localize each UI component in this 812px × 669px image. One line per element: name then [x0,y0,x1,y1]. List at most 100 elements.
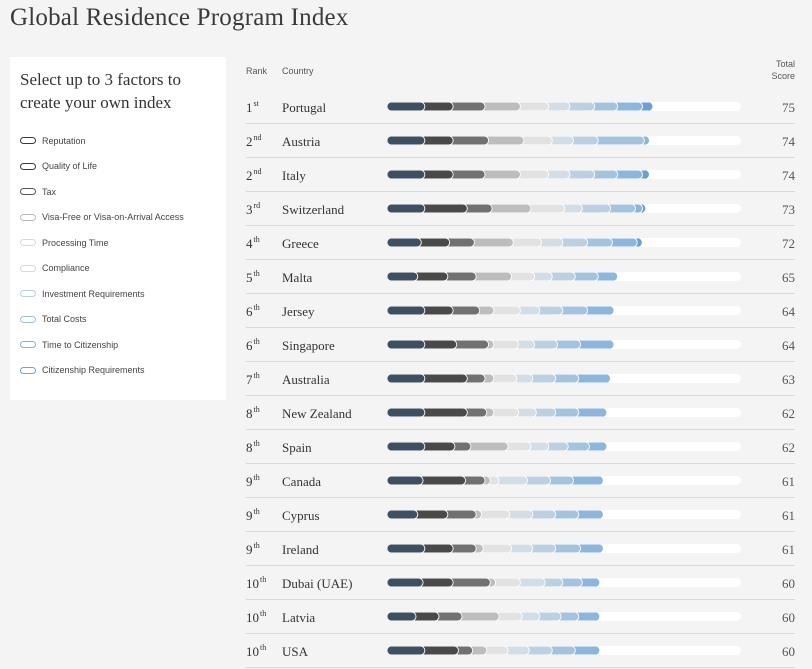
table-row[interactable]: 1st Portugal 75 [246,90,795,124]
rank-number: 6 [246,304,253,319]
bar-segment[interactable] [387,476,424,485]
panel-heading: Select up to 3 factors to create your ow… [20,70,181,112]
factor-panel: Select up to 3 factors to create your ow… [10,57,226,400]
factor-label: Visa-Free or Visa-on-Arrival Access [42,212,184,223]
table-row[interactable]: 6th Jersey 64 [246,294,795,328]
table-row[interactable]: 10th Latvia 60 [246,600,795,634]
bar-segment[interactable] [455,612,500,621]
bar-segment[interactable] [464,442,509,451]
rank-label: 6th [246,303,260,320]
table-row[interactable]: 7th Australia 63 [246,362,795,396]
table-row[interactable]: 8th New Zealand 62 [246,396,795,430]
stacked-bar [387,374,616,383]
factor-toggle[interactable]: Total Costs [20,307,226,333]
total-score: 63 [782,372,795,387]
factor-toggle[interactable]: Quality of Life [20,154,226,180]
bar-segment[interactable] [418,408,468,417]
rank-number: 10 [246,610,259,625]
factor-toggle[interactable]: Citizenship Requirements [20,358,226,384]
bar-segment[interactable] [467,238,514,247]
toggle-switch-icon[interactable] [20,188,36,196]
bar-segment[interactable] [387,102,426,111]
table-row[interactable]: 9th Canada 61 [246,464,795,498]
bar-segment[interactable] [574,340,620,349]
rank-number: 9 [246,508,253,523]
bar-segment[interactable] [387,340,426,349]
total-score: 60 [782,610,795,625]
table-row[interactable]: 10th Dubai (UAE) 60 [246,566,795,600]
table-row[interactable]: 2nd Italy 74 [246,158,795,192]
total-score: 75 [782,100,795,115]
factor-toggle[interactable]: Reputation [20,128,226,154]
bar-segment[interactable] [387,544,426,553]
toggle-switch-icon[interactable] [20,315,36,323]
country-name: Singapore [282,338,335,353]
rank-label: 4th [246,235,260,252]
bar-segment[interactable] [387,204,426,213]
bar-segment[interactable] [387,306,426,315]
rank-suffix: th [253,235,260,244]
bar-segment[interactable] [387,272,419,281]
toggle-switch-icon[interactable] [20,264,36,272]
toggle-switch-icon[interactable] [20,290,36,298]
rank-label: 9th [246,473,260,490]
rank-suffix: th [260,575,267,584]
rank-number: 4 [246,236,253,251]
factor-toggle[interactable]: Processing Time [20,230,226,256]
bar-segment[interactable] [418,204,468,213]
bar-segment[interactable] [387,646,426,655]
table-row[interactable]: 4th Greece 72 [246,226,795,260]
rank-suffix: th [253,303,260,312]
rank-label: 5th [246,269,260,286]
table-row[interactable]: 5th Malta 65 [246,260,795,294]
table-row[interactable]: 2nd Austria 74 [246,124,795,158]
toggle-switch-icon[interactable] [20,366,36,374]
bar-segment[interactable] [387,374,426,383]
toggle-switch-icon[interactable] [20,162,36,170]
table-row[interactable]: 10th USA 60 [246,634,795,668]
bar-segment[interactable] [416,476,467,485]
total-score: 61 [782,474,795,489]
stacked-bar [387,340,620,349]
table-row[interactable]: 9th Cyprus 61 [246,498,795,532]
bar-segment[interactable] [387,442,426,451]
table-row[interactable]: 3rd Switzerland 73 [246,192,795,226]
table-row[interactable]: 9th Ireland 61 [246,532,795,566]
bar-segment[interactable] [387,578,424,587]
score-bar-track [387,238,741,247]
bar-segment[interactable] [387,238,422,247]
factor-toggle[interactable]: Investment Requirements [20,281,226,307]
score-bar-track [387,646,741,655]
bar-segment[interactable] [446,578,491,587]
bar-segment[interactable] [387,170,426,179]
rank-label: 7th [246,371,260,388]
score-bar-track [387,510,741,519]
bar-segment[interactable] [572,374,616,383]
score-bar-track [387,102,741,111]
table-row[interactable]: 8th Spain 62 [246,430,795,464]
bar-segment[interactable] [387,408,426,417]
score-bar-track [387,544,741,553]
factor-toggle[interactable]: Time to Citizenship [20,332,226,358]
ranking-table: 1st Portugal 75 2nd Austria 74 2nd Italy 74 3rd Sw… [246,90,795,668]
table-row[interactable]: 6th Singapore 64 [246,328,795,362]
toggle-switch-icon[interactable] [20,341,36,349]
bar-segment[interactable] [387,510,419,519]
rank-number: 8 [246,406,253,421]
factor-toggle[interactable]: Visa-Free or Visa-on-Arrival Access [20,205,226,231]
bar-segment[interactable] [387,612,417,621]
toggle-switch-icon[interactable] [20,213,36,221]
score-bar-track [387,476,741,485]
toggle-switch-icon[interactable] [20,137,36,145]
factor-toggle[interactable]: Tax [20,179,226,205]
rank-number: 9 [246,542,253,557]
column-header-total-score-line2: Score [771,71,795,81]
bar-segment[interactable] [418,374,468,383]
bar-segment[interactable] [485,204,532,213]
score-bar-track [387,306,741,315]
bar-segment[interactable] [387,136,426,145]
toggle-switch-icon[interactable] [20,239,36,247]
bar-segment[interactable] [591,136,645,145]
rank-suffix: st [253,99,259,108]
factor-toggle[interactable]: Compliance [20,256,226,282]
